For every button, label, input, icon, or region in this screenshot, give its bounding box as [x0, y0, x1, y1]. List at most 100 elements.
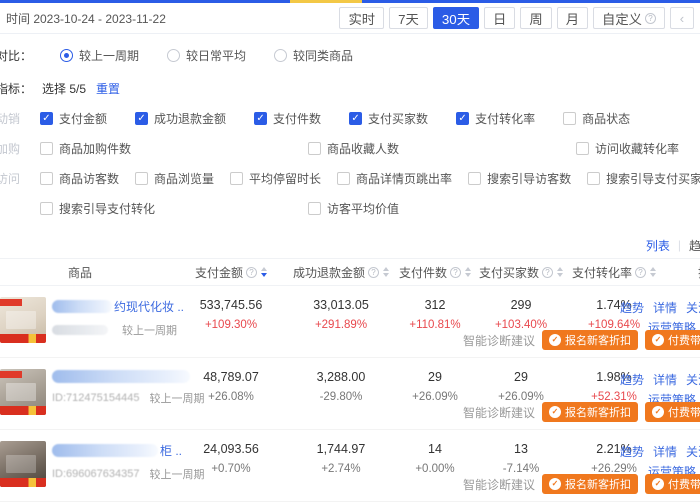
detail-link[interactable]: 详情 [653, 445, 678, 459]
scroll-thumb[interactable] [290, 0, 362, 3]
view-toggle-divider: | [677, 238, 681, 252]
view-list-tab[interactable]: 列表 [645, 238, 670, 253]
compare-option-label: 较日常平均 [186, 49, 247, 63]
paid-traffic-button[interactable]: 付费带免费 [645, 330, 700, 350]
sort-icons[interactable] [383, 267, 389, 277]
metric-pay-conversion[interactable]: 支付转化率 [456, 110, 535, 127]
checkbox-icon [40, 142, 53, 155]
detail-link[interactable]: 详情 [653, 301, 678, 315]
product-title-link[interactable]: 约现代化妆 .. [114, 300, 185, 314]
badge-check-icon [652, 334, 664, 346]
metric-group-extra: 搜索引导支付转化 访客平均价值 [0, 200, 700, 217]
info-icon: ? [368, 266, 379, 278]
trend-link[interactable]: 趋势 [620, 373, 645, 387]
info-icon: ? [246, 266, 257, 278]
product-image[interactable] [0, 297, 46, 343]
metrics-selected-count: 选择 5/5 [42, 82, 87, 96]
sort-icons[interactable] [650, 267, 656, 277]
col-refund-amount[interactable]: 成功退款金额 ? [290, 264, 392, 281]
view-toggle: 列表 | 趋势 [0, 232, 700, 258]
metrics-reset-link[interactable]: 重置 [96, 82, 121, 96]
col-pay-conversion[interactable]: 支付转化率 ? [564, 264, 664, 281]
detail-link[interactable]: 详情 [653, 373, 678, 387]
compare-option-label: 较同类商品 [293, 49, 354, 63]
badge-check-icon [652, 478, 664, 490]
checkbox-checked-icon [135, 112, 149, 125]
metric-stay-time[interactable]: 平均停留时长 [230, 170, 321, 187]
signup-discount-button[interactable]: 报名新客折扣 [542, 402, 638, 422]
metric-group-visit: 访问 商品访客数 商品浏览量 平均停留时长 商品详情页跳出率 搜索引导访客数 搜… [0, 170, 700, 187]
compare-similar-items[interactable]: 较同类商品 [274, 47, 353, 64]
paid-traffic-button[interactable]: 付费带免费 [645, 402, 700, 422]
range-7d-button[interactable]: 7天 [389, 7, 428, 29]
col-pay-buyers[interactable]: 支付买家数 ? [478, 264, 564, 281]
metric-search-visitors[interactable]: 搜索引导访客数 [468, 170, 571, 187]
product-image[interactable] [0, 441, 46, 487]
checkbox-icon [587, 172, 601, 185]
metric-visitors[interactable]: 商品访客数 [40, 170, 119, 187]
metric-product-status[interactable]: 商品状态 [563, 110, 630, 127]
trend-link[interactable]: 趋势 [620, 301, 645, 315]
product-image[interactable] [0, 369, 46, 415]
metric-favorite-users[interactable]: 商品收藏人数 [308, 140, 548, 157]
range-custom-label: 自定义 [602, 11, 642, 27]
follow-link[interactable]: 关注 [686, 301, 700, 315]
sort-icons[interactable] [261, 267, 267, 277]
compare-prev-period[interactable]: 较上一周期 [60, 47, 139, 64]
signup-discount-button[interactable]: 报名新客折扣 [542, 330, 638, 350]
range-day-button[interactable]: 日 [484, 7, 516, 29]
metric-search-pay-conversion[interactable]: 搜索引导支付转化 [40, 200, 280, 217]
col-pay-items[interactable]: 支付件数 ? [392, 264, 478, 281]
follow-link[interactable]: 关注 [686, 445, 700, 459]
sort-icons[interactable] [465, 267, 471, 277]
metric-bounce-rate[interactable]: 商品详情页跳出率 [337, 170, 452, 187]
badge-check-icon [549, 478, 561, 490]
metric-search-pay-buyers[interactable]: 搜索引导支付买家 [587, 170, 700, 187]
info-icon: ? [450, 266, 461, 278]
paid-traffic-button[interactable]: 付费带免费 [645, 474, 700, 494]
refund-amount-cell: 1,744.97 +2.74% [316, 442, 366, 475]
range-month-button[interactable]: 月 [556, 7, 589, 29]
metric-refund-amount[interactable]: 成功退款金额 [135, 110, 226, 127]
metric-visit-favorite-conversion[interactable]: 访问收藏转化率 [576, 140, 700, 157]
metric-pay-amount[interactable]: 支付金额 [40, 110, 107, 127]
metric-pay-buyers[interactable]: 支付买家数 [349, 110, 428, 127]
range-30d-button[interactable]: 30天 [432, 7, 480, 29]
date-toolbar: 时间 2023-10-24 - 2023-11-22 实时 7天 30天 日 周… [0, 3, 700, 34]
range-custom-button[interactable]: 自定义 ? [593, 7, 665, 29]
pay-conversion-cell: 1.74% +109.64% [587, 298, 641, 331]
product-title-link[interactable]: 柜 .. [160, 444, 183, 458]
smart-diagnosis-link[interactable]: 智能诊断建议 [462, 477, 535, 492]
date-range-label: 时间 2023-10-24 - 2023-11-22 [6, 11, 166, 26]
collapse-panel-button[interactable]: ‹ [670, 7, 694, 29]
smart-diagnosis-link[interactable]: 智能诊断建议 [462, 405, 535, 420]
pay-amount-cell: 533,745.56 +109.30% [199, 298, 263, 331]
refund-amount-cell: 33,013.05 +291.89% [313, 298, 369, 331]
view-trend-tab[interactable]: 趋势 [688, 238, 700, 253]
compare-label: 对比： [0, 49, 33, 63]
refund-amount-cell: 3,288.00 -29.80% [316, 370, 366, 403]
compare-option-label: 较上一周期 [79, 49, 140, 63]
table-row: ID:712475154445 较上一周期 48,789.07 +26.08% 3,… [0, 358, 700, 430]
follow-link[interactable]: 关注 [686, 373, 700, 387]
compare-daily-average[interactable]: 较日常平均 [167, 47, 246, 64]
sort-icons[interactable] [557, 267, 563, 277]
metric-cart-items[interactable]: 商品加购件数 [40, 140, 280, 157]
trend-link[interactable]: 趋势 [620, 445, 645, 459]
metric-visitor-value[interactable]: 访客平均价值 [308, 200, 548, 217]
col-pay-amount[interactable]: 支付金额 ? [172, 264, 290, 281]
checkbox-icon [230, 172, 244, 185]
range-realtime-button[interactable]: 实时 [339, 7, 385, 29]
smart-diagnosis-link[interactable]: 智能诊断建议 [462, 333, 535, 348]
checkbox-icon [40, 172, 53, 185]
range-week-button[interactable]: 周 [520, 7, 552, 29]
checkbox-checked-icon [40, 112, 53, 125]
checkbox-icon [576, 142, 589, 155]
metric-pageviews[interactable]: 商品浏览量 [135, 170, 214, 187]
checkbox-icon [308, 142, 321, 155]
metric-pay-items[interactable]: 支付件数 [254, 110, 321, 127]
signup-discount-button[interactable]: 报名新客折扣 [542, 474, 638, 494]
top-scroll-strip [0, 0, 700, 3]
checkbox-icon [563, 112, 577, 125]
metric-picker-header: 指标： 选择 5/5 重置 [0, 80, 700, 97]
